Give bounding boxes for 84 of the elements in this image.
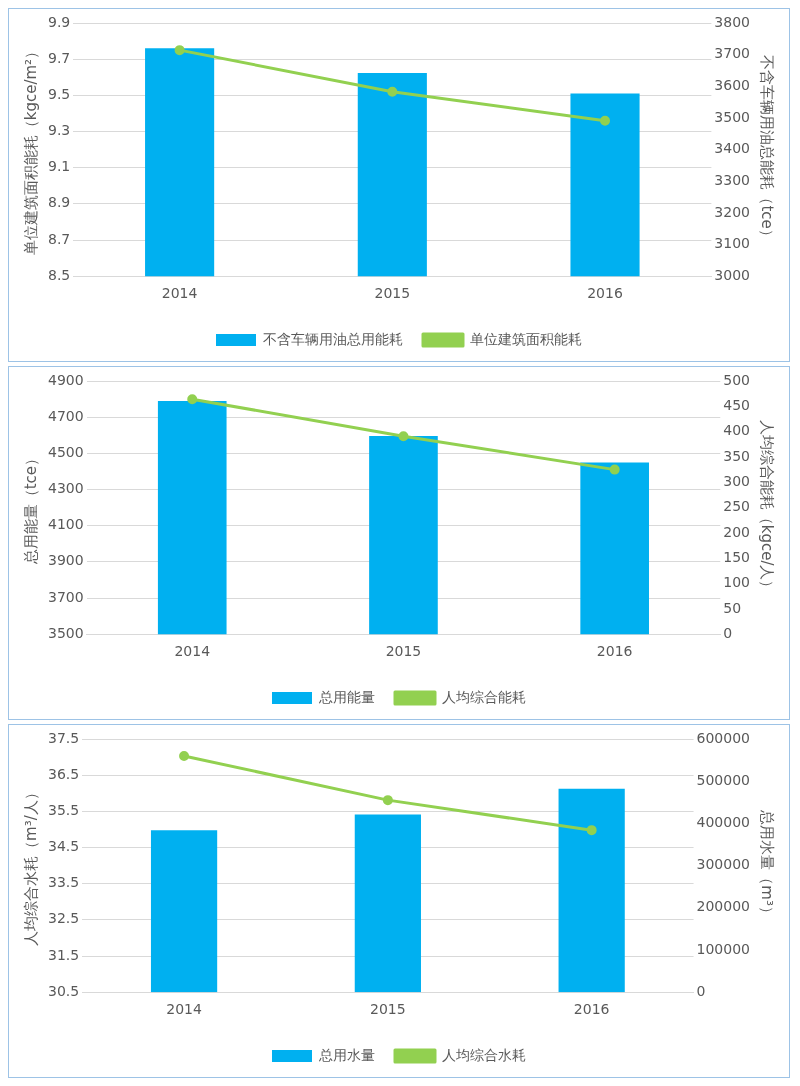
y-tick-label: 8.9 [48,194,71,211]
y-tick-label: 32.5 [48,910,80,927]
point [387,86,398,97]
y-tick-label: 4500 [47,443,84,460]
y2-tick-label: 3100 [714,235,751,252]
bar [150,830,218,993]
y2-tick-label: 3600 [714,76,751,93]
x-tick-label: 2016 [573,1001,610,1018]
y2-tick-label: 3000 [714,266,751,283]
y2-tick-label: 0 [696,982,706,999]
y-tick-label: 3500 [47,624,84,641]
y-tick-label: 4100 [47,516,84,533]
y2-tick-label: 3500 [714,108,751,125]
y2-tick-label: 3800 [714,13,751,30]
y-tick-label: 30.5 [48,982,80,999]
y2-tick-label: 200 [723,523,751,540]
y2-tick-label: 100 [723,574,751,591]
y2-tick-label: 3400 [714,140,751,157]
x-tick-label: 2015 [374,285,411,302]
y2-tick-label: 3300 [714,171,751,188]
legend-label: 总用水量 [318,1046,375,1063]
y-tick-label: 4900 [47,371,84,388]
y-tick-label: 9.1 [48,158,71,175]
bar [558,788,625,993]
y-tick-label: 4700 [47,407,84,424]
legend-label: 人均综合能耗 [442,688,526,705]
point [398,431,409,442]
y-tick-label: 8.5 [48,266,71,283]
y-tick-label: 34.5 [48,838,80,855]
y-tick-label: 9.5 [48,85,71,102]
y-tick-label: 35.5 [48,801,80,818]
legend-label: 总用能量 [318,688,375,705]
y-tick-label: 3900 [47,552,84,569]
x-tick-label: 2014 [166,1001,202,1018]
point [179,751,190,761]
y-tick-label: 3700 [47,588,84,605]
legend-label: 单位建筑面积能耗 [470,330,582,347]
y2-tick-label: 200000 [696,898,751,915]
x-tick-label: 2016 [587,285,623,302]
point [609,464,620,475]
legend-label: 不含车辆用油总用能耗 [263,330,403,347]
x-tick-label: 2015 [370,1001,406,1018]
y2-tick-label: 500000 [696,771,751,788]
legend-label: 人均综合水耗 [442,1046,526,1063]
y2-tick-label: 350 [723,447,751,464]
point [600,115,611,126]
y2-tick-label: 0 [723,624,733,641]
x-tick-label: 2014 [174,643,211,660]
y2-tick-label: 3700 [714,45,751,62]
y-tick-label: 9.3 [48,122,71,139]
point [382,795,393,806]
y2-tick-label: 400 [723,422,751,439]
y-axis-title: 总用能量（tce） [21,450,40,566]
y2-axis-title: 总用水量（m³） [758,809,777,921]
y2-tick-label: 100000 [696,940,751,957]
x-tick-label: 2014 [161,285,198,302]
y-tick-label: 36.5 [48,765,80,782]
x-tick-label: 2016 [596,643,633,660]
y-tick-label: 31.5 [48,946,80,963]
y-tick-label: 8.7 [48,230,71,247]
y2-tick-label: 50 [723,599,742,616]
y-tick-label: 37.5 [48,729,80,746]
y-tick-label: 33.5 [48,874,80,891]
x-tick-label: 2015 [385,643,422,660]
y2-tick-label: 250 [723,498,751,515]
y2-tick-label: 150 [723,548,751,565]
y2-tick-label: 600000 [696,729,751,746]
bar [354,814,421,993]
point [586,825,597,836]
point [174,45,185,56]
y2-axis-title: 不含车辆用油总能耗（tce） [758,55,777,244]
y2-tick-label: 400000 [696,814,751,831]
y-tick-label: 9.9 [48,13,71,30]
y-tick-label: 4300 [47,480,84,497]
y2-tick-label: 300 [723,472,751,489]
y2-axis-title: 人均综合能耗（kgce/人） [758,419,777,596]
y2-tick-label: 500 [723,371,751,388]
y2-tick-label: 3200 [714,203,751,220]
y-tick-label: 9.7 [48,49,71,66]
y2-tick-label: 300000 [696,856,751,873]
y2-tick-label: 450 [723,396,751,413]
point [187,394,198,405]
y-axis-title: 单位建筑面积能耗（kgce/m²） [21,43,40,256]
y-axis-title: 人均综合水耗（m³/人） [21,785,40,946]
